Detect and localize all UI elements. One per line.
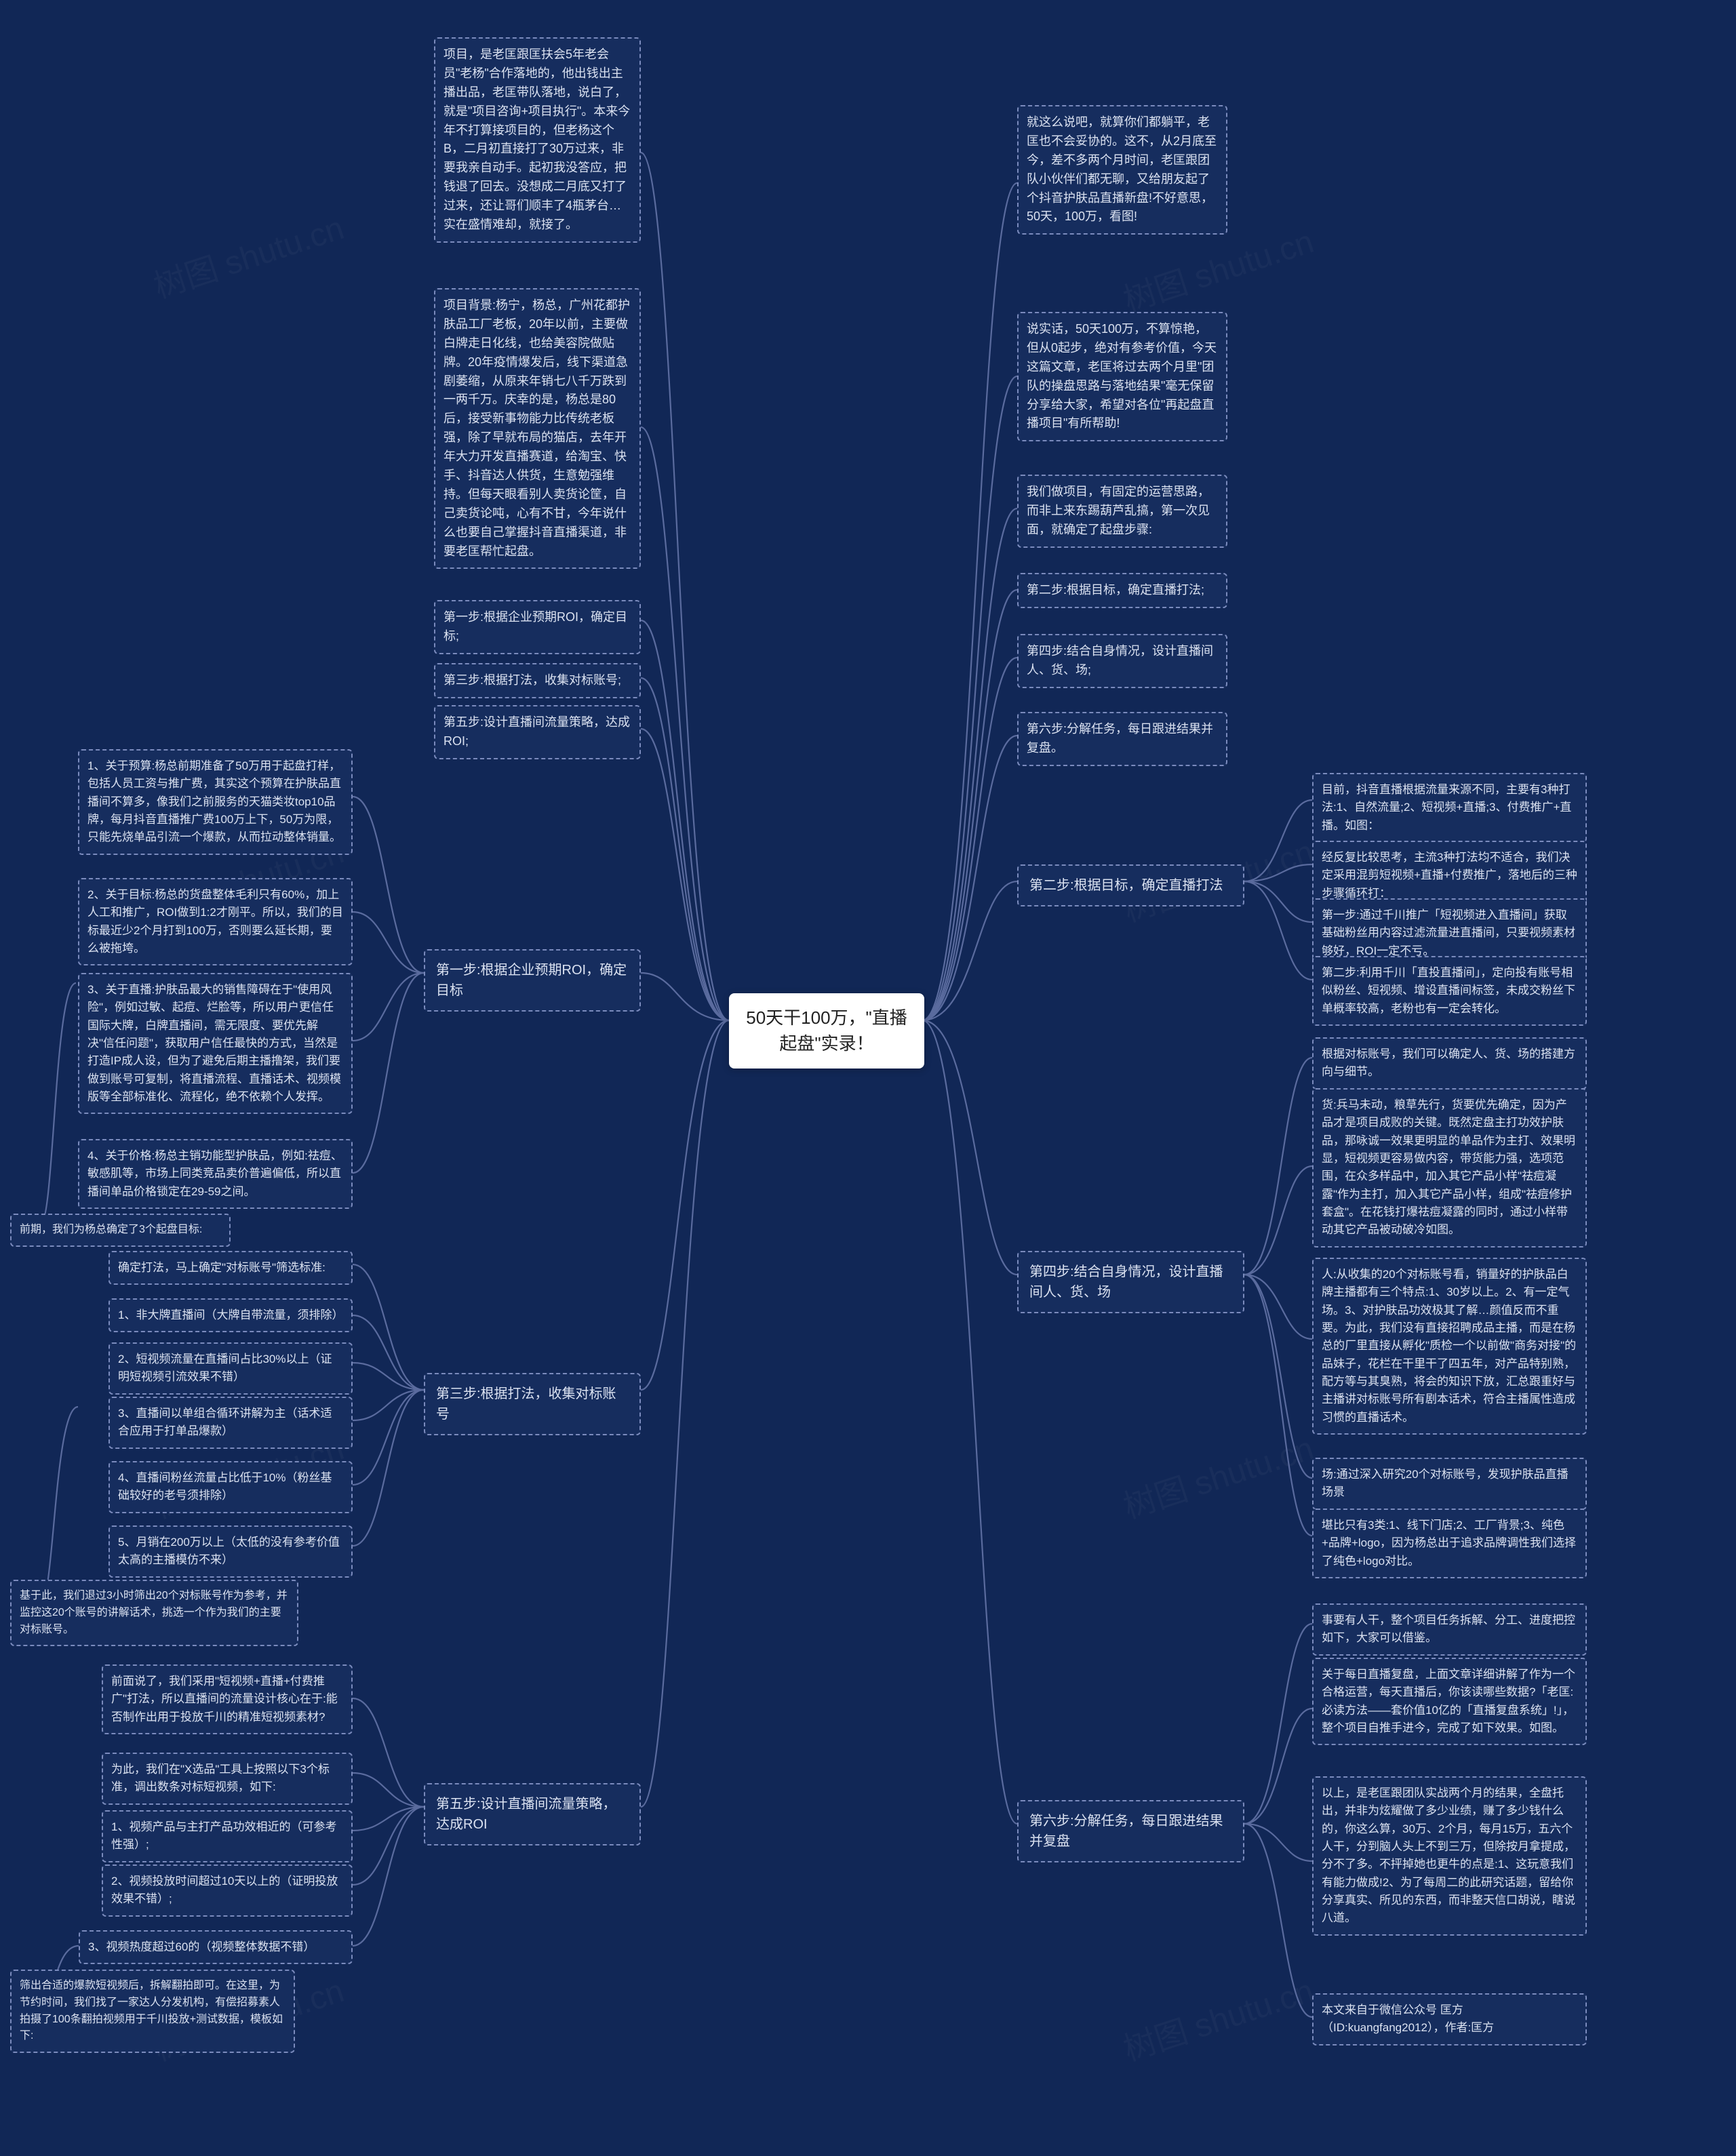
- step3-child-2: 2、短视频流量在直播间占比30%以上（证明短视频引流效果不错）: [108, 1342, 353, 1395]
- right-intro-2: 说实话，50天100万，不算惊艳，但从0起步，绝对有参考价值，今天这篇文章，老匡…: [1017, 312, 1227, 441]
- step4-child-1: 根据对标账号，我们可以确定人、货、场的搭建方向与细节。: [1312, 1037, 1587, 1090]
- step5-child-3: 3、视频热度超过60的（视频整体数据不错）: [79, 1930, 353, 1964]
- step2-child-1: 目前，抖音直播根据流量来源不同，主要有3种打法:1、自然流量;2、短视频+直播;…: [1312, 773, 1587, 843]
- step1-child-1: 1、关于预算:杨总前期准备了50万用于起盘打样，包括人员工资与推广费，其实这个预…: [78, 749, 353, 855]
- right-intro-1: 就这么说吧，就算你们都躺平，老匡也不会妥协的。这不，从2月底至今，差不多两个月时…: [1017, 105, 1227, 235]
- watermark: 树图 shutu.cn: [1116, 1422, 1318, 1528]
- right-step2-title: 第二步:根据目标，确定直播打法;: [1017, 573, 1227, 608]
- left-step3-title: 第三步:根据打法，收集对标账号;: [434, 663, 641, 698]
- step3-child-3: 3、直播间以单组合循环讲解为主（话术适合应用于打单品爆款）: [108, 1397, 353, 1449]
- left-step1-title: 第一步:根据企业预期ROI，确定目标;: [434, 600, 641, 654]
- right-step6-title: 第六步:分解任务，每日跟进结果并复盘。: [1017, 712, 1227, 766]
- right-intro-3: 我们做项目，有固定的运营思路，而非上来东踢葫芦乱搞，第一次见面，就确定了起盘步骤…: [1017, 475, 1227, 548]
- watermark: 树图 shutu.cn: [1116, 1964, 1318, 2070]
- step1-child-2: 2、关于目标:杨总的货盘整体毛利只有60%，加上人工和推广，ROI做到1:2才刚…: [78, 878, 353, 965]
- step1-child-4: 4、关于价格:杨总主销功能型护肤品，例如:祛痘、敏感肌等，市场上同类竞品卖价普遍…: [78, 1139, 353, 1209]
- step6-child-1: 事要有人干，整个项目任务拆解、分工、进度把控如下，大家可以借鉴。: [1312, 1603, 1587, 1656]
- step4-child-5: 堪比只有3类:1、线下门店;2、工厂背景;3、纯色+品牌+logo，因为杨总出于…: [1312, 1509, 1587, 1578]
- step3-base: 基于此，我们退过3小时筛出20个对标账号作为参考，并监控这20个账号的讲解话术，…: [10, 1580, 298, 1646]
- right-step4-branch: 第四步:结合自身情况，设计直播间人、货、场: [1017, 1251, 1244, 1313]
- right-step6-branch: 第六步:分解任务，每日跟进结果并复盘: [1017, 1800, 1244, 1862]
- step3-child-4: 4、直播间粉丝流量占比低于10%（粉丝基础较好的老号须排除）: [108, 1461, 353, 1513]
- step5-p: 前面说了，我们采用"短视频+直播+付费推广"打法，所以直播间的流量设计核心在于:…: [102, 1664, 353, 1734]
- step2-child-4: 第二步:利用千川「直投直播间」，定向投有账号相似粉丝、短视频、增设直播间标签，未…: [1312, 956, 1587, 1026]
- step4-child-4: 场:通过深入研究20个对标账号，发现护肤品直播场景: [1312, 1458, 1587, 1510]
- step3-header: 确定打法，马上确定"对标账号"筛选标准:: [108, 1251, 353, 1285]
- step6-child-4: 本文来自于微信公众号 匡方（ID:kuangfang2012），作者:匡方: [1312, 1993, 1587, 2045]
- step1-child-3: 3、关于直播:护肤品最大的销售障碍在于"使用风险"，例如过敏、起痘、烂脸等，所以…: [78, 973, 353, 1114]
- step3-child-1: 1、非大牌直播间（大牌自带流量，须排除）: [108, 1298, 353, 1332]
- left-intro-2: 项目背景:杨宁，杨总，广州花都护肤品工厂老板，20年以前，主要做白牌走日化线，也…: [434, 288, 641, 569]
- step6-child-2: 关于每日直播复盘，上面文章详细讲解了作为一个合格运营，每天直播后，你该读哪些数据…: [1312, 1658, 1587, 1745]
- left-step5-title: 第五步:设计直播间流量策略，达成ROI;: [434, 705, 641, 759]
- left-intro-1: 项目，是老匡跟匡扶会5年老会员"老杨"合作落地的，他出钱出主播出品，老匡带队落地…: [434, 37, 641, 243]
- step5-child-1: 1、视频产品与主打产品功效相近的（可参考性强）;: [102, 1810, 353, 1862]
- left-step3-branch: 第三步:根据打法，收集对标账号: [424, 1373, 641, 1435]
- right-step2-branch: 第二步:根据目标，确定直播打法: [1017, 864, 1244, 906]
- left-step1-branch: 第一步:根据企业预期ROI，确定目标: [424, 949, 641, 1012]
- watermark: 树图 shutu.cn: [146, 201, 349, 307]
- center-title: 50天干100万，"直播起盘"实录！: [746, 1007, 907, 1054]
- step1-pre: 前期，我们为杨总确定了3个起盘目标:: [10, 1214, 231, 1247]
- left-step5-branch: 第五步:设计直播间流量策略，达成ROI: [424, 1783, 641, 1845]
- step5-child-3-sub: 筛出合适的爆款短视频后，拆解翻拍即可。在这里，为节约时间，我们找了一家达人分发机…: [10, 1970, 295, 2053]
- step6-child-3: 以上，是老匡跟团队实战两个月的结果，全盘托出，并非为炫耀做了多少业绩，赚了多少钱…: [1312, 1776, 1587, 1936]
- step5-child-2: 2、视频投放时间超过10天以上的（证明投放效果不错）;: [102, 1864, 353, 1917]
- step4-child-3: 人:从收集的20个对标账号看，销量好的护肤品白牌主播都有三个特点:1、30岁以上…: [1312, 1258, 1587, 1435]
- step5-w: 为此，我们在"X选品"工具上按照以下3个标准，调出数条对标短视频，如下:: [102, 1753, 353, 1805]
- step4-child-2: 货:兵马未动，粮草先行，货要优先确定，因为产品才是项目成败的关键。既然定盘主打功…: [1312, 1088, 1587, 1247]
- step3-child-5: 5、月销在200万以上（太低的没有参考价值太高的主播模仿不来）: [108, 1525, 353, 1578]
- right-step4-title: 第四步:结合自身情况，设计直播间人、货、场;: [1017, 634, 1227, 688]
- center-node: 50天干100万，"直播起盘"实录！: [729, 993, 924, 1069]
